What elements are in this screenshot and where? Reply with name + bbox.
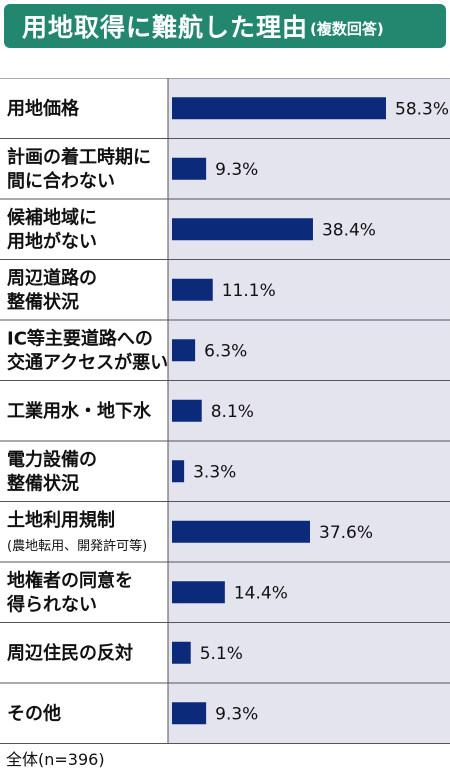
chart-title: 用地取得に難航した理由 xyxy=(22,13,309,42)
category-label: 候補地域に xyxy=(7,206,97,228)
category-label: 整備状況 xyxy=(6,472,79,494)
chart-title-bar: 用地取得に難航した理由 (複数回答) xyxy=(4,4,446,48)
category-label: 用地がない xyxy=(7,230,97,252)
bar xyxy=(172,460,185,483)
bar xyxy=(172,157,207,180)
data-label: 11.1% xyxy=(222,281,276,301)
chart-subtitle: (複数回答) xyxy=(310,19,384,38)
data-label: 58.3% xyxy=(395,99,449,119)
category-label: 周辺道路の xyxy=(7,267,97,289)
category-label: 工業用水・地下水 xyxy=(7,400,152,422)
data-label: 9.3% xyxy=(215,704,258,724)
category-label: その他 xyxy=(7,702,61,724)
category-label: 土地利用規制 xyxy=(7,509,115,531)
category-label: 交通アクセスが悪い xyxy=(7,351,168,373)
data-label: 5.1% xyxy=(200,644,243,664)
bar xyxy=(172,702,207,725)
category-label: 地権者の同意を xyxy=(7,569,133,591)
category-label: (農地転用、開発許可等) xyxy=(7,538,147,554)
category-label: 電力設備の xyxy=(7,448,97,470)
sample-size-note: 全体(n=396) xyxy=(6,750,105,769)
category-label: 計画の着工時期に xyxy=(7,146,151,168)
bar xyxy=(172,520,311,543)
category-label: 得られない xyxy=(6,593,97,615)
bar xyxy=(172,97,386,120)
category-label: 間に合わない xyxy=(7,170,115,192)
data-label: 38.4% xyxy=(322,220,376,240)
bar xyxy=(172,278,213,301)
bar xyxy=(172,641,191,664)
bar xyxy=(172,399,202,422)
data-label: 6.3% xyxy=(204,341,247,361)
category-label: 用地価格 xyxy=(7,97,80,119)
category-label: IC等主要道路への xyxy=(7,327,153,349)
plot-background xyxy=(168,78,450,744)
category-label: 整備状況 xyxy=(6,291,79,313)
data-label: 8.1% xyxy=(211,402,254,422)
bar xyxy=(172,339,196,362)
data-label: 37.6% xyxy=(319,523,373,543)
category-label: 周辺住民の反対 xyxy=(7,642,133,664)
data-label: 14.4% xyxy=(234,583,288,603)
data-label: 3.3% xyxy=(193,462,236,482)
bar xyxy=(172,581,225,604)
bar xyxy=(172,218,313,241)
data-label: 9.3% xyxy=(215,160,258,180)
